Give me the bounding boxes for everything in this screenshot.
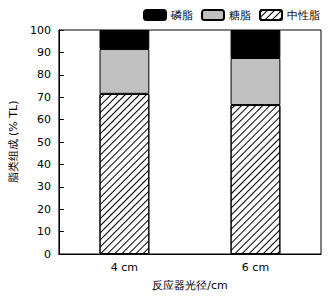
svg-text:10: 10 <box>37 225 51 238</box>
svg-text:70: 70 <box>37 91 51 104</box>
svg-text:30: 30 <box>37 180 51 193</box>
svg-text:40: 40 <box>37 158 51 171</box>
svg-text:90: 90 <box>37 46 51 59</box>
svg-text:60: 60 <box>37 113 51 126</box>
svg-text:50: 50 <box>37 136 51 149</box>
svg-text:6 cm: 6 cm <box>242 261 269 274</box>
svg-text:糖脂: 糖脂 <box>229 9 251 22</box>
svg-text:中性脂: 中性脂 <box>287 9 320 22</box>
svg-text:0: 0 <box>44 248 51 261</box>
svg-text:4 cm: 4 cm <box>111 261 138 274</box>
svg-text:脂类组成 (% TL): 脂类组成 (% TL) <box>7 101 20 184</box>
svg-text:100: 100 <box>30 24 51 37</box>
svg-text:反应器光径/cm: 反应器光径/cm <box>152 279 227 292</box>
svg-text:80: 80 <box>37 68 51 81</box>
svg-text:20: 20 <box>37 203 51 216</box>
svg-text:磷脂: 磷脂 <box>170 9 193 22</box>
